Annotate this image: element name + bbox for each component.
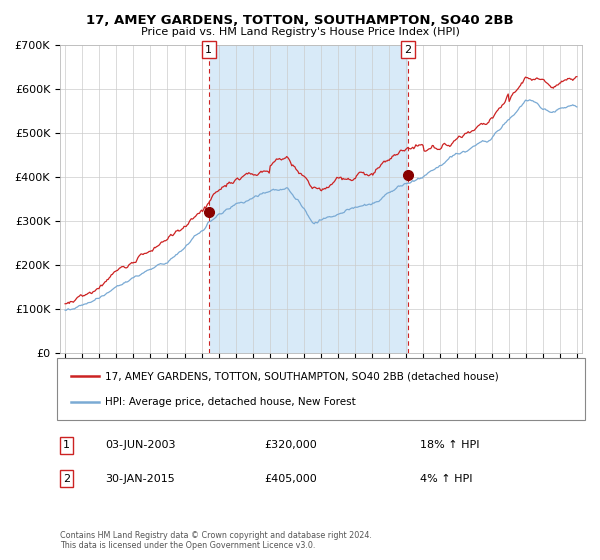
Text: 17, AMEY GARDENS, TOTTON, SOUTHAMPTON, SO40 2BB (detached house): 17, AMEY GARDENS, TOTTON, SOUTHAMPTON, S… [105,371,499,381]
Text: £320,000: £320,000 [264,440,317,450]
Text: Price paid vs. HM Land Registry's House Price Index (HPI): Price paid vs. HM Land Registry's House … [140,27,460,37]
Text: 1: 1 [205,45,212,55]
Text: 03-JUN-2003: 03-JUN-2003 [105,440,176,450]
Text: 2: 2 [63,474,70,484]
Text: 2: 2 [404,45,411,55]
Text: 30-JAN-2015: 30-JAN-2015 [105,474,175,484]
Text: £405,000: £405,000 [264,474,317,484]
Text: 4% ↑ HPI: 4% ↑ HPI [420,474,473,484]
Text: Contains HM Land Registry data © Crown copyright and database right 2024.
This d: Contains HM Land Registry data © Crown c… [60,530,372,550]
Text: 17, AMEY GARDENS, TOTTON, SOUTHAMPTON, SO40 2BB: 17, AMEY GARDENS, TOTTON, SOUTHAMPTON, S… [86,14,514,27]
Text: HPI: Average price, detached house, New Forest: HPI: Average price, detached house, New … [105,397,356,407]
Text: 18% ↑ HPI: 18% ↑ HPI [420,440,479,450]
Text: 1: 1 [63,440,70,450]
